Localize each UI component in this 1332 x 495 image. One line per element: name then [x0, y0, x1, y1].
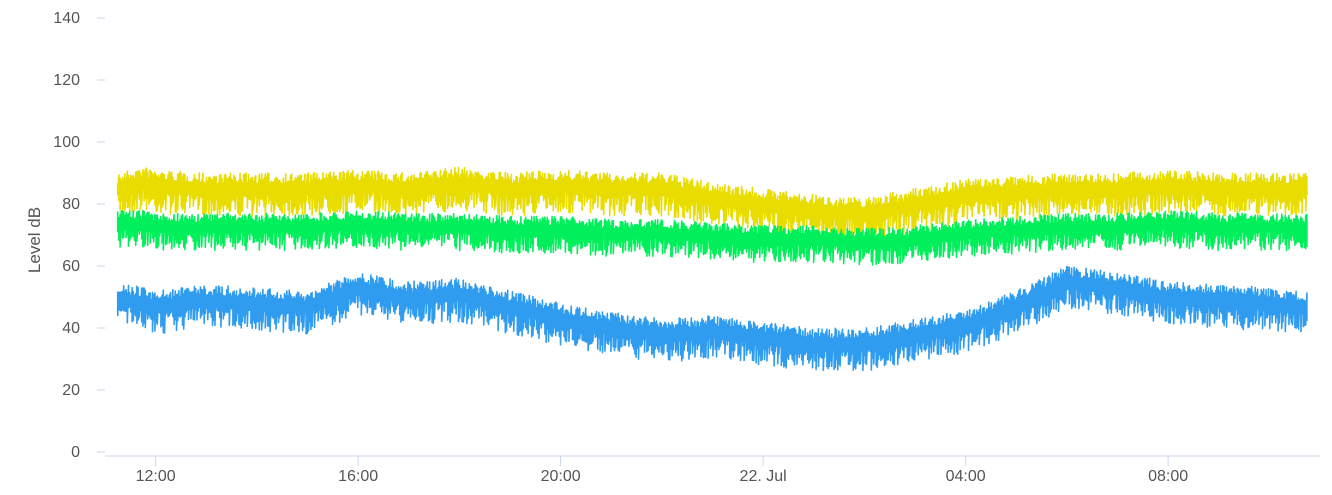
- series-line-1: [116, 209, 1308, 266]
- y-tick-label: 0: [71, 444, 80, 461]
- x-tick-label: 12:00: [136, 468, 176, 485]
- x-tick-label: 04:00: [946, 468, 986, 485]
- x-axis: 12:00 16:00 20:00 22. Jul 04:00 08:00: [105, 455, 1320, 485]
- x-tick-label: 16:00: [338, 468, 378, 485]
- y-tick-label: 40: [62, 320, 80, 337]
- y-tick-label: 140: [53, 10, 80, 27]
- plot-area: [116, 166, 1308, 372]
- y-axis: 0 20 40 60 80 100 120 140: [53, 10, 105, 461]
- series-line-2: [116, 265, 1308, 372]
- y-axis-title: Level dB: [25, 207, 44, 273]
- y-tick-label: 20: [62, 382, 80, 399]
- x-tick-label: 22. Jul: [740, 468, 787, 485]
- x-tick-label: 20:00: [541, 468, 581, 485]
- y-tick-label: 120: [53, 72, 80, 89]
- x-tick-label: 08:00: [1148, 468, 1188, 485]
- y-tick-label: 80: [62, 196, 80, 213]
- y-tick-label: 60: [62, 258, 80, 275]
- y-tick-label: 100: [53, 134, 80, 151]
- series-line-0: [116, 166, 1308, 240]
